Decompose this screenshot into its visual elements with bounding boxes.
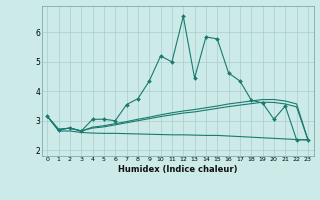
X-axis label: Humidex (Indice chaleur): Humidex (Indice chaleur) (118, 165, 237, 174)
